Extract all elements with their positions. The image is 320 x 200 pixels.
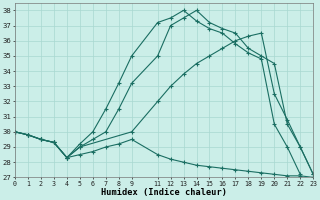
X-axis label: Humidex (Indice chaleur): Humidex (Indice chaleur) (101, 188, 227, 197)
